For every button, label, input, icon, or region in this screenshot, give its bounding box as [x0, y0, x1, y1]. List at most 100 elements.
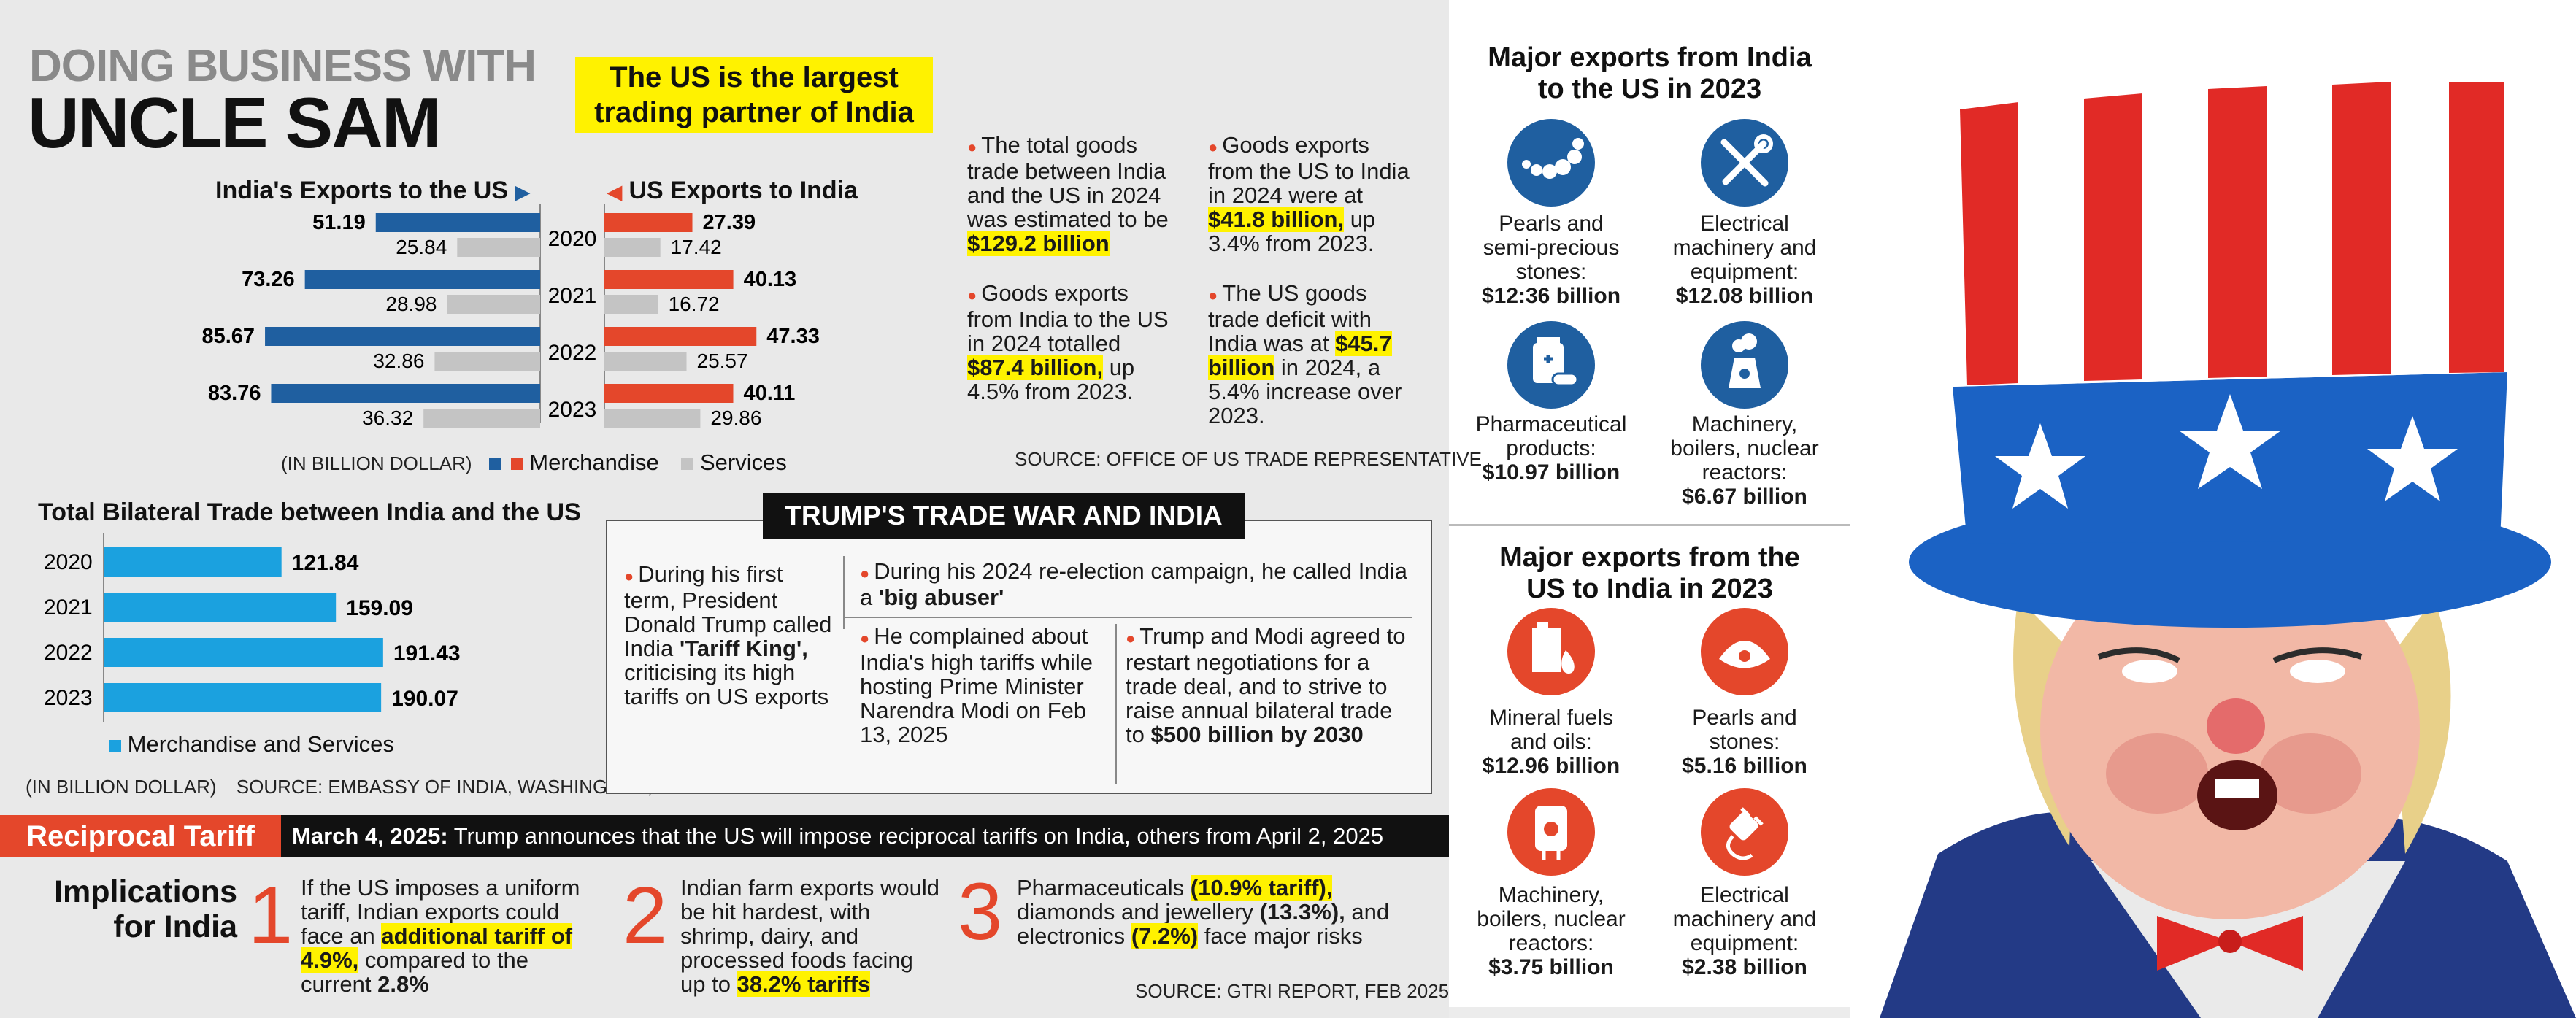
total-year-label: 2023	[44, 686, 93, 710]
total-year-label: 2021	[44, 595, 93, 620]
trade-war-point-1: ● During his first term, President Donald…	[624, 562, 836, 709]
fact-3-value: $87.4 billion,	[967, 355, 1104, 380]
bar-india-services	[434, 352, 540, 371]
tw-2-text: During his 2024 re-election campaign, he…	[860, 558, 1407, 610]
highlight-box: The US is the largest trading partner of…	[575, 57, 933, 133]
fact-2-value: $41.8 billion,	[1208, 207, 1345, 232]
legend-merchandise: Merchandise	[529, 450, 659, 475]
label-india-merchandise: 73.26	[242, 268, 295, 291]
item-value: $10.97 billion	[1482, 460, 1620, 485]
india-export-item-3: Pharmaceutical products: $10.97 billion	[1456, 412, 1646, 485]
tw-1-bold: 'Tariff King',	[679, 636, 808, 661]
tw-3-text: He complained about India's high tariffs…	[860, 623, 1093, 747]
label-india-services: 25.84	[396, 236, 447, 258]
label-us-merchandise: 27.39	[703, 211, 756, 234]
us-exports-title-2: US to India in 2023	[1526, 574, 1773, 604]
legend-swatch-us	[510, 458, 523, 470]
bar-total-trade	[104, 683, 382, 712]
trade-war-point-2: ● During his 2024 re-election campaign, h…	[860, 559, 1415, 609]
tools-icon	[1701, 119, 1788, 207]
bar-us-services	[604, 295, 658, 314]
item-value: $12.96 billion	[1482, 754, 1620, 778]
reactor-icon	[1701, 321, 1788, 409]
implication-number-2: 2	[623, 871, 668, 960]
bullet-icon: ●	[967, 138, 977, 156]
impl-3-e: and electronics	[1017, 899, 1390, 949]
item-line: machinery and	[1672, 907, 1817, 931]
us-exports-panel-title: Major exports from the US to India in 20…	[1449, 542, 1850, 605]
label-india-merchandise: 85.67	[201, 325, 255, 348]
bullet-icon: ●	[1208, 138, 1218, 156]
us-export-item-2: Pearls and stones: $5.16 billion	[1650, 706, 1839, 778]
impl-3-b: (10.9% tariff),	[1190, 875, 1333, 901]
implication-1: If the US imposes a uniform tariff, Indi…	[301, 876, 589, 996]
impl-3-a: Pharmaceuticals	[1017, 875, 1185, 901]
legend-swatch-services	[681, 458, 694, 470]
india-export-item-2: Electrical machinery and equipment: $12.…	[1650, 212, 1839, 308]
headline-kicker: DOING BUSINESS WITH	[29, 41, 537, 91]
legend-services: Services	[699, 450, 787, 475]
fact-1-text: The total goods trade between India and …	[967, 132, 1169, 232]
label-india-services: 36.32	[362, 406, 413, 429]
us-export-item-3: Machinery, boilers, nuclear reactors: $3…	[1456, 883, 1646, 979]
divider	[843, 617, 1412, 618]
tw-2-bold: 'big abuser'	[878, 585, 1004, 610]
bar-india-merchandise	[375, 213, 540, 232]
arrow-right-icon: ▶	[515, 181, 530, 203]
uncle-sam-illustration	[1850, 0, 2576, 1018]
arrow-left-icon: ◀	[607, 181, 622, 203]
bullet-icon: ●	[860, 629, 870, 647]
total-value-label: 190.07	[391, 687, 458, 711]
implications-title-2: for India	[113, 909, 237, 944]
item-value: $12:36 billion	[1481, 284, 1621, 308]
label-india-merchandise: 51.19	[312, 211, 366, 234]
india-exports-title: India's Exports to the US ▶	[215, 177, 529, 205]
item-line: Electrical	[1700, 212, 1789, 236]
total-trade-title: Total Bilateral Trade between India and …	[38, 498, 581, 526]
legend-swatch-india	[489, 458, 501, 470]
india-exports-title-1: Major exports from India	[1488, 42, 1812, 73]
item-line: and oils:	[1510, 730, 1592, 754]
reciprocal-text: March 4, 2025: Trump announces that the …	[292, 815, 1383, 857]
implication-number-3: 3	[958, 867, 1003, 957]
item-value: $5.16 billion	[1682, 754, 1807, 778]
item-line: Pearls and	[1499, 212, 1604, 236]
item-line: reactors:	[1702, 460, 1788, 485]
item-line: Machinery,	[1691, 412, 1798, 436]
implications-title: Implications for India	[44, 874, 237, 944]
item-value: $12.08 billion	[1675, 284, 1814, 308]
impl-1-current: 2.8%	[377, 971, 429, 997]
us-exports-title: ◀ US Exports to India	[607, 177, 858, 205]
item-line: equipment:	[1690, 260, 1799, 284]
impl-2-highlight: 38.2% tariffs	[737, 971, 871, 997]
us-export-item-1: Mineral fuels and oils: $12.96 billion	[1456, 706, 1646, 778]
boiler-icon	[1507, 788, 1595, 876]
fact-4-text: The US goods trade deficit with India wa…	[1208, 280, 1372, 356]
bullet-icon: ●	[1126, 629, 1136, 647]
impl-3-f: (7.2%)	[1131, 923, 1199, 949]
chart-legend: Merchandise Services	[489, 450, 787, 476]
total-trade-chart: 2020 121.84 2021 159.09 2022 191.43 2023 190.07	[44, 533, 461, 722]
label-us-services: 16.72	[669, 293, 720, 315]
implication-number-1: 1	[248, 871, 293, 960]
impl-3-g: face major risks	[1204, 923, 1363, 949]
trade-war-title: TRUMP'S TRADE WAR AND INDIA	[763, 493, 1245, 539]
label-us-merchandise: 40.13	[744, 268, 797, 291]
item-line: products:	[1506, 436, 1596, 460]
us-export-item-4: Electrical machinery and equipment: $2.3…	[1650, 883, 1839, 979]
implication-3: Pharmaceuticals (10.9% tariff), diamonds…	[1017, 875, 1411, 949]
india-exports-panel-title: Major exports from India to the US in 20…	[1449, 42, 1850, 105]
fact-1-value: $129.2 billion	[967, 231, 1110, 256]
bar-total-trade	[104, 593, 337, 622]
tw-4-bold: $500 billion by 2030	[1150, 722, 1364, 747]
fact-2-tail: up 3.4% from 2023.	[1208, 207, 1376, 256]
label-india-services: 32.86	[373, 350, 424, 372]
item-line: Pearls and	[1692, 706, 1797, 730]
item-value: $3.75 billion	[1488, 955, 1614, 979]
trade-war-point-3: ● He complained about India's high tariff…	[860, 624, 1108, 747]
implication-2: Indian farm exports would be hit hardest…	[680, 876, 943, 997]
facts-source: SOURCE: OFFICE OF US TRADE REPRESENTATIV…	[1015, 448, 1482, 470]
india-export-item-1: Pearls and semi-precious stones: $12:36 …	[1456, 212, 1646, 308]
item-line: machinery and	[1672, 236, 1817, 260]
impl-3-d: (13.3%),	[1259, 899, 1345, 925]
